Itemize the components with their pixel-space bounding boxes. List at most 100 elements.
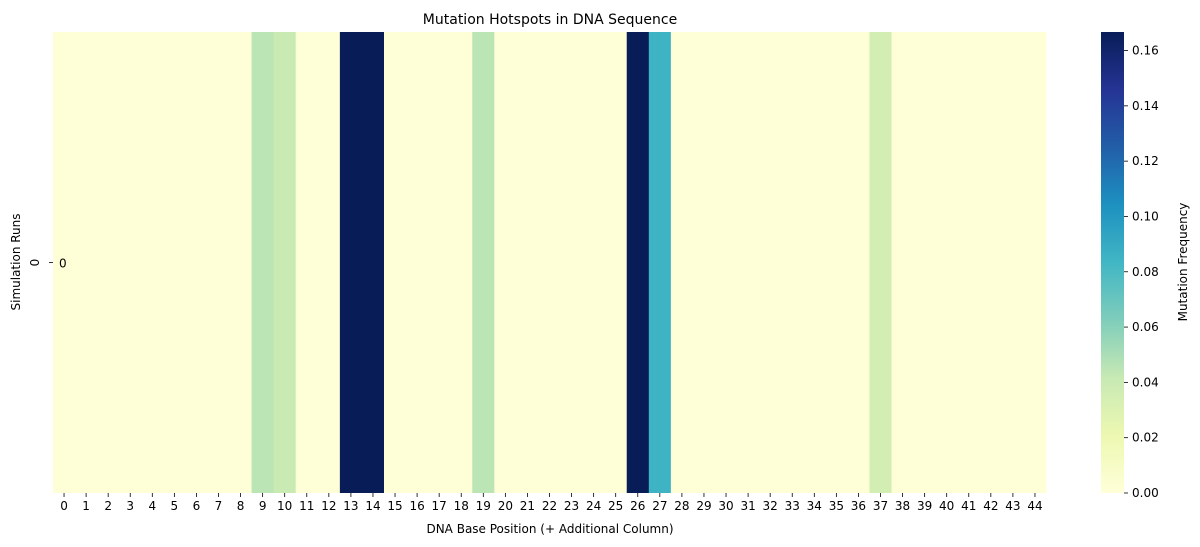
heatmap-cell	[472, 32, 495, 493]
x-tick-label: 7	[215, 499, 223, 513]
x-tick-label: 3	[126, 499, 134, 513]
x-tick-label: 9	[259, 499, 267, 513]
heatmap-cell	[781, 32, 804, 493]
heatmap-cell	[935, 32, 959, 493]
heatmap-cell	[560, 32, 583, 493]
x-tick-label: 14	[365, 499, 380, 513]
y-axis-ticks: 0	[28, 259, 53, 267]
x-tick-label: 2	[104, 499, 112, 513]
cell-annotation: 0	[59, 257, 67, 271]
x-tick-label: 26	[630, 499, 645, 513]
x-tick-label: 28	[674, 499, 689, 513]
x-tick-label: 17	[432, 499, 447, 513]
y-axis-label: Simulation Runs	[9, 214, 23, 311]
x-tick-label: 29	[696, 499, 711, 513]
colorbar-tick-label: 0.08	[1132, 265, 1159, 279]
heatmap-cell	[251, 32, 275, 493]
x-tick-label: 25	[608, 499, 623, 513]
heatmap-cell	[97, 32, 120, 493]
heatmap-cell	[582, 32, 606, 493]
x-tick-label: 34	[807, 499, 822, 513]
heatmap-cell	[229, 32, 252, 493]
colorbar-tick-label: 0.06	[1132, 320, 1159, 334]
x-tick-label: 18	[454, 499, 469, 513]
x-axis-label: DNA Base Position (+ Additional Column)	[426, 522, 673, 536]
heatmap-cell	[1023, 32, 1047, 493]
x-tick-label: 11	[299, 499, 314, 513]
x-tick-label: 37	[873, 499, 888, 513]
heatmap-cell	[692, 32, 716, 493]
x-tick-label: 36	[851, 499, 866, 513]
heatmap-cell	[626, 32, 650, 493]
x-axis-ticks: 0 1 2 3 4 5 6 7 8 9 10 11 12 13 14 15 16 17 18 19 20 21 22 23 24…	[60, 493, 1043, 513]
x-tick-label: 39	[917, 499, 932, 513]
x-tick-label: 24	[586, 499, 601, 513]
heatmap-cell	[273, 32, 297, 493]
colorbar-tick-label: 0.16	[1132, 44, 1159, 58]
heatmap-cell	[957, 32, 981, 493]
heatmap-cell	[406, 32, 429, 493]
x-tick-label: 8	[237, 499, 245, 513]
colorbar-label: Mutation Frequency	[1176, 203, 1190, 322]
x-tick-label: 16	[409, 499, 424, 513]
heatmap-cell	[648, 32, 672, 493]
x-tick-label: 12	[321, 499, 336, 513]
heatmap-cell	[317, 32, 341, 493]
colorbar-tick-label: 0.12	[1132, 154, 1159, 168]
heatmap-cell	[869, 32, 892, 493]
heatmap-cell	[207, 32, 230, 493]
heatmap-cell	[737, 32, 760, 493]
heatmap-cell	[825, 32, 848, 493]
heatmap-cell	[428, 32, 451, 493]
cell-annotations: 0	[59, 257, 67, 271]
x-tick-label: 41	[961, 499, 976, 513]
heatmap-cell	[339, 32, 363, 493]
heatmap-cell	[1001, 32, 1025, 493]
heatmap-cell	[670, 32, 694, 493]
x-tick-label: 1	[82, 499, 90, 513]
heatmap-cell	[979, 32, 1003, 493]
x-tick-label: 19	[476, 499, 491, 513]
x-tick-label: 38	[895, 499, 910, 513]
heatmap-cell	[516, 32, 539, 493]
x-tick-label: 27	[652, 499, 667, 513]
x-tick-label: 31	[740, 499, 755, 513]
x-tick-label: 15	[387, 499, 402, 513]
x-tick-label: 13	[343, 499, 358, 513]
y-tick-label: 0	[28, 259, 42, 267]
heatmap-cell	[604, 32, 628, 493]
x-tick-label: 42	[983, 499, 998, 513]
x-tick-label: 10	[277, 499, 292, 513]
colorbar	[1101, 32, 1124, 493]
x-tick-label: 20	[498, 499, 513, 513]
heatmap-cell	[891, 32, 914, 493]
heatmap-cells	[53, 32, 1047, 493]
heatmap-cell	[295, 32, 319, 493]
heatmap-cell	[847, 32, 870, 493]
x-tick-label: 21	[520, 499, 535, 513]
x-tick-label: 23	[564, 499, 579, 513]
x-tick-label: 22	[542, 499, 557, 513]
x-tick-label: 4	[148, 499, 156, 513]
colorbar-tick-label: 0.10	[1132, 209, 1159, 223]
x-tick-label: 35	[829, 499, 844, 513]
x-tick-label: 44	[1027, 499, 1042, 513]
heatmap-cell	[141, 32, 164, 493]
heatmap-cell	[494, 32, 517, 493]
heatmap-cell	[384, 32, 407, 493]
x-tick-label: 43	[1005, 499, 1020, 513]
heatmap-cell	[715, 32, 738, 493]
colorbar-tick-label: 0.04	[1132, 375, 1159, 389]
x-tick-label: 33	[785, 499, 800, 513]
heatmap-cell	[53, 32, 76, 493]
x-tick-label: 40	[939, 499, 954, 513]
heatmap-cell	[759, 32, 782, 493]
colorbar-tick-label: 0.02	[1132, 431, 1159, 445]
x-tick-label: 0	[60, 499, 68, 513]
colorbar-tick-label: 0.00	[1132, 486, 1159, 500]
heatmap-cell	[913, 32, 937, 493]
heatmap-cell	[450, 32, 473, 493]
heatmap-cell	[119, 32, 142, 493]
heatmap-cell	[185, 32, 208, 493]
